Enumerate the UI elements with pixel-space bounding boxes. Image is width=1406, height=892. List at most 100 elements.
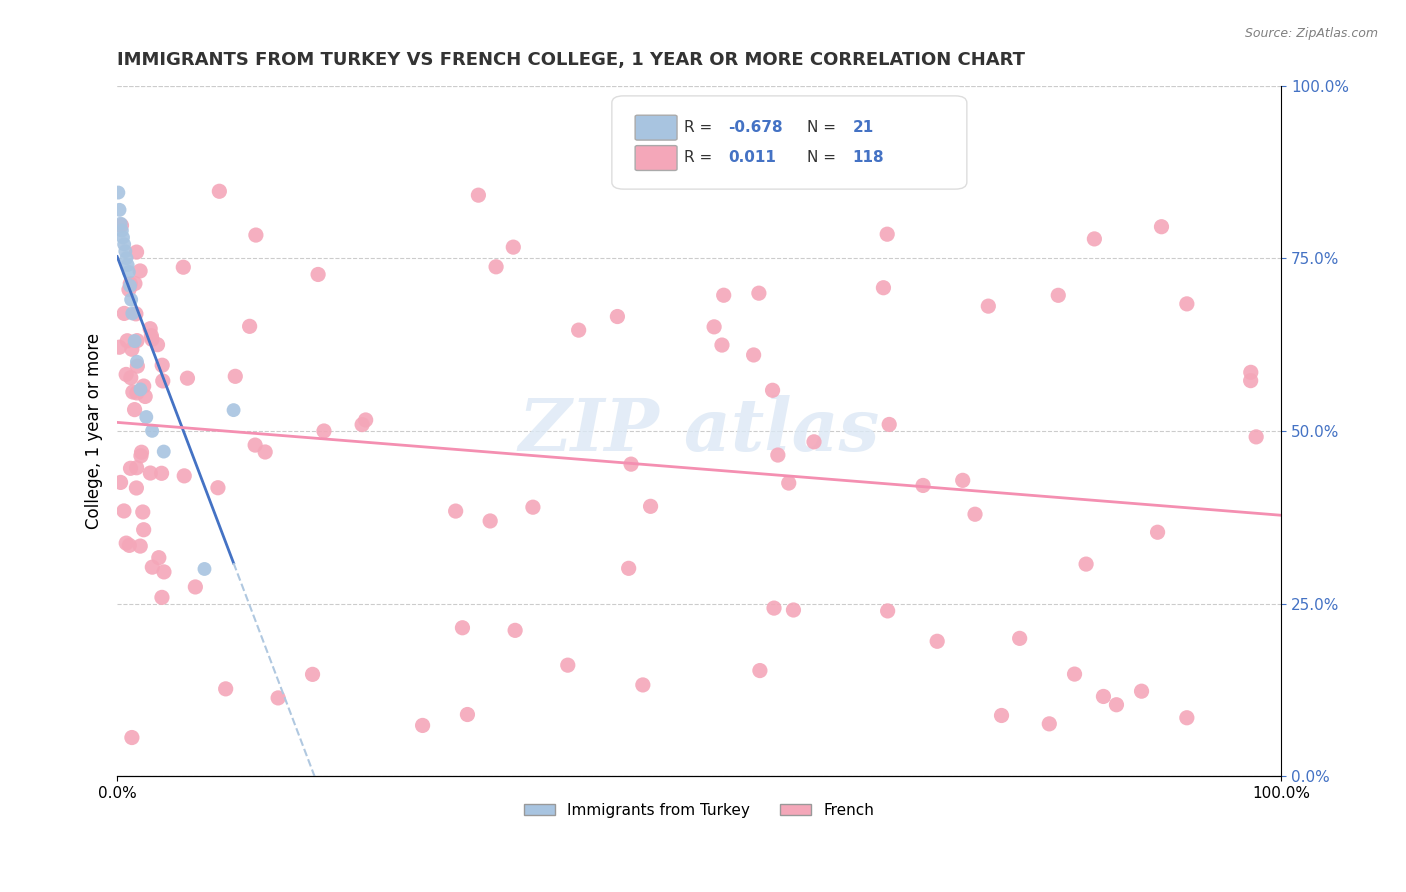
Point [122,384,145,399]
Point [110,217,132,231]
Point [146,337,169,351]
FancyBboxPatch shape [612,95,967,189]
Text: Source: ZipAtlas.com: Source: ZipAtlas.com [1244,27,1378,40]
Point [129,449,152,463]
Point [148,550,170,565]
Point [132,505,155,519]
Point [557,658,579,673]
Point [224,369,246,384]
Text: 0.011: 0.011 [728,150,776,165]
Point [502,240,524,254]
Text: R =: R = [683,150,717,165]
Point [118,265,141,279]
Point [1008,632,1031,646]
Text: ZIP atlas: ZIP atlas [519,395,880,467]
Point [354,413,377,427]
Point [207,481,229,495]
Point [129,383,152,397]
Point [121,306,143,320]
Point [150,358,173,372]
Point [117,258,139,272]
Point [120,277,142,291]
Point [568,323,591,337]
Legend: Immigrants from Turkey, French: Immigrants from Turkey, French [517,797,880,824]
Point [173,468,195,483]
Point [150,467,173,481]
Point [193,562,215,576]
Point [1150,219,1173,234]
Point [710,338,733,352]
Point [1240,374,1263,388]
Point [108,340,131,354]
Point [215,681,238,696]
Text: R =: R = [683,120,717,136]
Point [301,667,323,681]
Point [124,277,146,291]
Point [1240,365,1263,379]
Point [112,237,135,252]
Point [485,260,508,274]
Point [412,718,434,732]
Point [222,403,245,417]
Point [125,481,148,495]
Point [1047,288,1070,302]
Point [125,385,148,400]
Point [748,286,770,301]
Point [141,424,163,438]
Point [132,379,155,393]
Point [172,260,194,275]
Point [1105,698,1128,712]
Point [876,604,898,618]
Point [115,536,138,550]
Point [135,410,157,425]
Point [254,445,277,459]
Point [451,621,474,635]
Point [1063,667,1085,681]
Point [245,228,267,243]
Point [444,504,467,518]
Point [748,664,770,678]
Point [703,319,725,334]
Point [876,227,898,242]
Point [141,332,163,346]
Point [766,448,789,462]
Point [108,202,131,217]
Point [761,384,783,398]
Text: N =: N = [807,150,841,165]
Point [952,473,974,487]
Point [114,244,136,259]
FancyBboxPatch shape [636,145,678,170]
Point [620,457,643,471]
Point [120,293,142,307]
Text: -0.678: -0.678 [728,120,783,136]
Text: IMMIGRANTS FROM TURKEY VS FRENCH COLLEGE, 1 YEAR OR MORE CORRELATION CHART: IMMIGRANTS FROM TURKEY VS FRENCH COLLEGE… [117,51,1025,69]
Y-axis label: College, 1 year or more: College, 1 year or more [86,333,103,529]
Point [872,281,894,295]
Point [912,478,935,492]
Point [152,444,174,458]
Point [120,461,142,475]
Point [176,371,198,385]
Point [131,445,153,459]
Point [124,402,146,417]
Point [134,389,156,403]
Point [307,268,329,282]
FancyBboxPatch shape [636,115,678,140]
Point [713,288,735,302]
Point [110,219,132,233]
Text: 21: 21 [853,120,875,136]
Point [115,251,138,265]
Text: 118: 118 [853,150,884,165]
Point [243,438,266,452]
Point [121,343,143,357]
Point [125,460,148,475]
Point [118,278,141,293]
Point [1092,690,1115,704]
Point [129,539,152,553]
Point [1175,711,1198,725]
Point [1083,232,1105,246]
Point [763,601,786,615]
Point [742,348,765,362]
Point [963,507,986,521]
Point [208,184,231,198]
